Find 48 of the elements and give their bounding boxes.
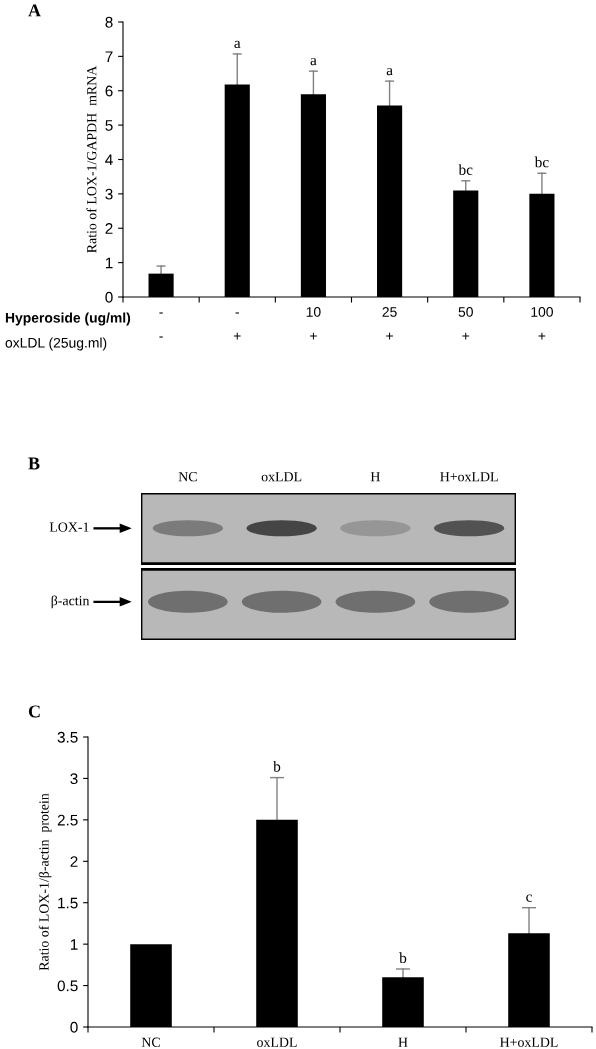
y-tick-label: 2 [70,856,78,867]
x-tick-label: 25 + [382,306,397,340]
y-tick-label: 3 [105,188,113,200]
x-tick-label: H [398,1037,408,1047]
y-axis-title: Ratio of LOX-1/GAPDH mRNA [86,65,97,253]
text: β-actin [51,595,90,609]
x-tick-label: NC [141,1037,160,1047]
y-tick-label: 1.5 [58,897,78,909]
annotation: a [386,67,393,76]
y-tick-label: 6 [105,85,113,97]
y-axis-title: Ratio of LOX-1/β-actin protein [38,793,52,971]
annotation: bc [458,164,473,175]
chart-title: A [28,4,41,17]
chart-title: C [28,705,40,718]
text: LOX-1 [49,522,89,532]
category-label: H+oxLDL [440,472,498,482]
y-tick-label: 7 [105,51,113,62]
annotation: c [526,894,532,902]
y-tick-label: 2 [105,223,113,234]
annotation: b [399,952,407,964]
category-label: NC [178,472,197,482]
category-label: oxLDL [261,472,302,482]
y-tick-label: 5 [105,120,113,131]
y-tick-label: 0.5 [57,980,78,992]
y-tick-label: 3 [70,773,78,785]
text: Hyperoside (ug/ml) [5,312,131,326]
y-tick-label: 3.5 [57,731,78,743]
y-tick-label: 1 [105,257,113,269]
x-tick-label: H+oxLDL [500,1037,558,1047]
y-tick-label: 2.5 [57,814,78,826]
annotation: a [234,40,241,49]
x-tick-label: 10 + [306,306,321,340]
annotation: bc [534,156,549,168]
annotation: a [310,57,317,66]
y-tick-label: 0 [105,291,113,303]
y-tick-label: 0 [70,1021,78,1033]
x-tick-label: 100 + [531,306,553,340]
y-tick-label: 8 [105,16,113,28]
text: B [28,457,40,470]
x-tick-label: oxLDL [257,1037,297,1047]
category-label: H [370,472,380,482]
category-label: - - [159,312,163,338]
text: oxLDL (25ug.ml) [5,337,107,351]
y-tick-label: 4 [105,154,113,166]
category-label: - + [233,312,241,340]
x-tick-label: 50 + [458,306,473,340]
annotation: b [273,760,281,772]
y-tick-label: 1 [70,939,78,950]
